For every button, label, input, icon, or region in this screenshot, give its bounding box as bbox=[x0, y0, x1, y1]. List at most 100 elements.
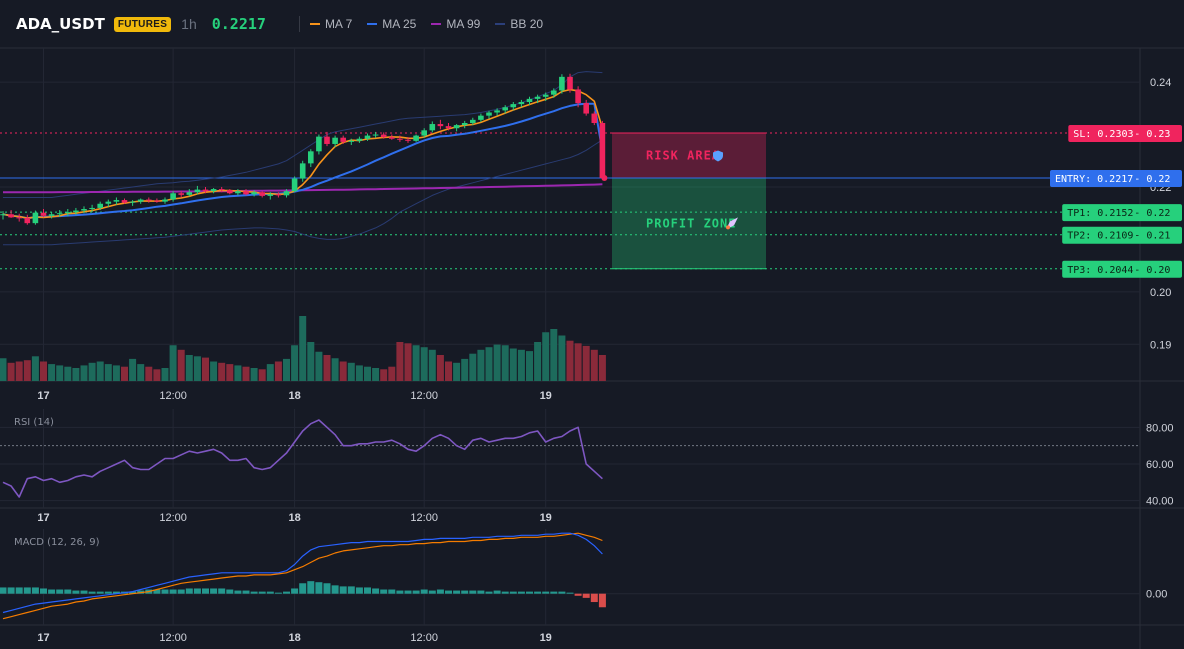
volume-bar bbox=[461, 358, 469, 381]
tp1-level-tag[interactable] bbox=[1062, 204, 1182, 222]
candle bbox=[372, 134, 379, 136]
macd-histogram-bar bbox=[420, 589, 428, 594]
entry-level-tag[interactable] bbox=[1050, 170, 1182, 188]
header-divider bbox=[298, 16, 300, 32]
volume-bar bbox=[493, 344, 501, 381]
macd-histogram-bar bbox=[112, 591, 120, 594]
legend-label: MA 7 bbox=[324, 17, 353, 31]
volume-bar bbox=[315, 351, 323, 381]
volume-bar bbox=[185, 355, 193, 381]
volume-bar bbox=[64, 366, 72, 381]
tp2-level-tag[interactable] bbox=[1062, 226, 1182, 244]
legend-item[interactable]: MA 25 bbox=[367, 17, 416, 31]
tp2-level-tick: - 0.21 bbox=[1134, 231, 1170, 242]
time-axis-tick: 12:00 bbox=[159, 512, 187, 524]
macd-histogram-bar bbox=[461, 590, 469, 594]
candle bbox=[397, 138, 403, 140]
rsi-axis-tick: 80.00 bbox=[1146, 422, 1174, 434]
price-axis-tick: 0.24 bbox=[1150, 77, 1171, 89]
volume-bar bbox=[274, 361, 282, 381]
legend-item[interactable]: BB 20 bbox=[495, 17, 543, 31]
candle bbox=[478, 115, 484, 120]
macd-histogram-bar bbox=[40, 588, 47, 594]
sl-level-tag[interactable] bbox=[1068, 124, 1182, 142]
volume-bar bbox=[7, 362, 15, 381]
candle bbox=[0, 214, 6, 216]
candle bbox=[551, 90, 557, 95]
candle bbox=[421, 130, 427, 136]
rsi-pane-title: RSI (14) bbox=[14, 417, 54, 428]
time-axis-tick: 18 bbox=[288, 632, 300, 644]
macd-histogram-bar bbox=[550, 591, 558, 594]
volume-bar bbox=[412, 345, 420, 381]
macd-histogram-bar bbox=[501, 591, 509, 594]
rocket-icon bbox=[728, 217, 738, 228]
volume-bar bbox=[331, 358, 339, 381]
macd-histogram-bar bbox=[534, 591, 542, 594]
volume-bar bbox=[445, 361, 452, 381]
candle bbox=[445, 126, 452, 129]
volume-bar bbox=[469, 353, 477, 381]
tp2-level-value: TP2: 0.2109 bbox=[1067, 231, 1133, 242]
volume-bar bbox=[258, 369, 266, 381]
volume-bar bbox=[112, 365, 120, 381]
candle bbox=[129, 201, 136, 203]
macd-histogram-bar bbox=[542, 591, 550, 594]
macd-histogram-bar bbox=[477, 590, 485, 594]
symbol-name[interactable]: ADA_USDT bbox=[16, 15, 105, 33]
volume-bar bbox=[56, 365, 64, 381]
candle bbox=[461, 122, 468, 126]
volume-bar bbox=[542, 332, 550, 381]
legend-item[interactable]: MA 7 bbox=[309, 17, 353, 31]
macd-histogram-bar bbox=[347, 586, 355, 594]
macd-histogram-bar bbox=[412, 590, 420, 594]
legend-label: MA 99 bbox=[446, 17, 481, 31]
volume-bar bbox=[355, 365, 363, 381]
macd-histogram-bar bbox=[218, 588, 226, 594]
macd-histogram-bar bbox=[582, 593, 590, 598]
volume-bar bbox=[31, 356, 39, 381]
volume-bar bbox=[436, 355, 444, 381]
profit-zone-label: PROFIT ZONE bbox=[646, 216, 736, 230]
macd-histogram-bar bbox=[509, 591, 517, 594]
volume-bar bbox=[88, 362, 96, 381]
candle bbox=[8, 214, 14, 218]
macd-histogram-bar bbox=[355, 587, 363, 594]
macd-histogram-bar bbox=[226, 589, 234, 594]
macd-histogram-bar bbox=[274, 592, 282, 594]
legend-label: MA 25 bbox=[382, 17, 417, 31]
candle bbox=[154, 200, 160, 202]
volume-bar bbox=[145, 366, 153, 381]
candle bbox=[32, 212, 39, 224]
legend-item[interactable]: MA 99 bbox=[431, 17, 480, 31]
macd-histogram-bar bbox=[566, 592, 574, 594]
volume-bar bbox=[388, 366, 396, 381]
candle bbox=[583, 103, 589, 114]
macd-histogram-bar bbox=[234, 590, 242, 594]
timeframe-selector[interactable]: 1h bbox=[181, 16, 197, 32]
tp3-level-tick: - 0.20 bbox=[1134, 265, 1170, 276]
sl-level-value: SL: 0.2303 bbox=[1073, 129, 1133, 140]
volume-bar bbox=[72, 368, 80, 381]
volume-bar bbox=[558, 335, 566, 381]
volume-bar bbox=[218, 362, 226, 381]
volume-bar bbox=[477, 349, 485, 381]
legend-swatch bbox=[431, 23, 442, 25]
volume-bar bbox=[380, 369, 388, 381]
candle bbox=[137, 199, 144, 202]
volume-bar bbox=[177, 349, 185, 381]
candle bbox=[591, 113, 598, 123]
volume-bar bbox=[307, 342, 315, 381]
candle bbox=[227, 190, 233, 194]
candle bbox=[502, 107, 508, 111]
candle bbox=[65, 212, 71, 214]
ma25-line bbox=[2, 102, 604, 220]
tp3-level-tag[interactable] bbox=[1062, 260, 1182, 278]
candle bbox=[283, 191, 290, 196]
macd-histogram-bar bbox=[88, 591, 96, 594]
candle bbox=[291, 178, 298, 192]
futures-badge: FUTURES bbox=[113, 16, 172, 32]
volume-bar bbox=[501, 345, 509, 381]
volume-bar bbox=[485, 347, 493, 381]
